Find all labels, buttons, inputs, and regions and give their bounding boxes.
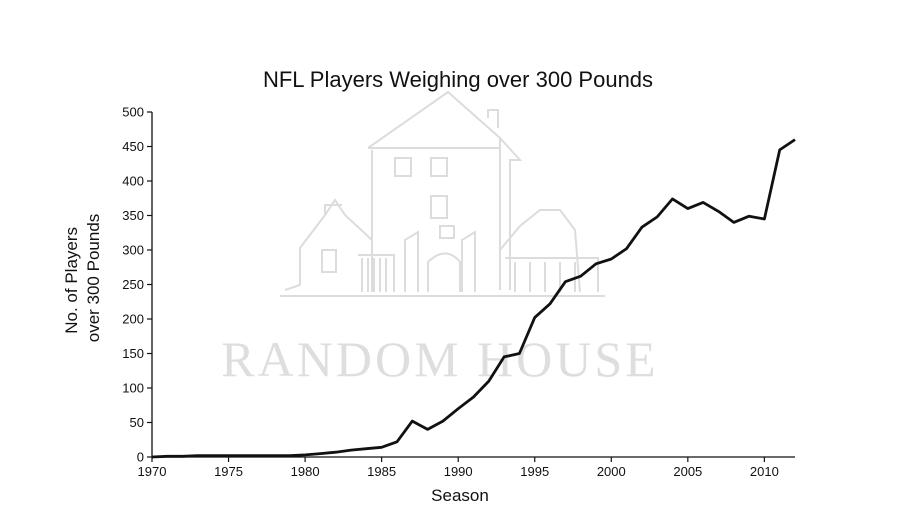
y-tick-label: 450 bbox=[122, 139, 144, 154]
x-tick-label: 1990 bbox=[444, 464, 473, 479]
x-tick-label: 2000 bbox=[597, 464, 626, 479]
x-tick-label: 2010 bbox=[750, 464, 779, 479]
random-house-watermark-logo: RANDOM HOUSE bbox=[221, 90, 658, 387]
y-tick-label: 200 bbox=[122, 312, 144, 327]
x-tick-label: 1985 bbox=[367, 464, 396, 479]
x-tick-label: 1980 bbox=[291, 464, 320, 479]
y-axis-ticks: 0 50 100 150 200 250 300 350 400 450 500 bbox=[122, 105, 152, 465]
y-tick-label: 400 bbox=[122, 174, 144, 189]
y-axis-label-line-1: No. of Players bbox=[62, 227, 81, 334]
y-tick-label: 250 bbox=[122, 277, 144, 292]
y-tick-label: 0 bbox=[137, 450, 144, 465]
x-axis-ticks: 1970 1975 1980 1985 1990 1995 2000 2005 2010 bbox=[138, 457, 779, 479]
y-tick-label: 500 bbox=[122, 105, 144, 120]
x-tick-label: 1970 bbox=[138, 464, 167, 479]
x-tick-label: 1995 bbox=[520, 464, 549, 479]
y-axis-label-line-2: over 300 Pounds bbox=[84, 214, 103, 343]
y-tick-label: 150 bbox=[122, 346, 144, 361]
x-axis-label: Season bbox=[431, 486, 489, 505]
watermark-text: RANDOM HOUSE bbox=[221, 331, 658, 387]
y-tick-label: 50 bbox=[130, 415, 144, 430]
series-line-players-over-300 bbox=[151, 138, 796, 459]
chart-title: NFL Players Weighing over 300 Pounds bbox=[263, 67, 653, 92]
x-tick-label: 2005 bbox=[673, 464, 702, 479]
y-tick-label: 350 bbox=[122, 208, 144, 223]
y-axis-label: No. of Players over 300 Pounds bbox=[62, 214, 103, 343]
y-tick-label: 300 bbox=[122, 243, 144, 258]
y-tick-label: 100 bbox=[122, 381, 144, 396]
x-tick-label: 1975 bbox=[214, 464, 243, 479]
